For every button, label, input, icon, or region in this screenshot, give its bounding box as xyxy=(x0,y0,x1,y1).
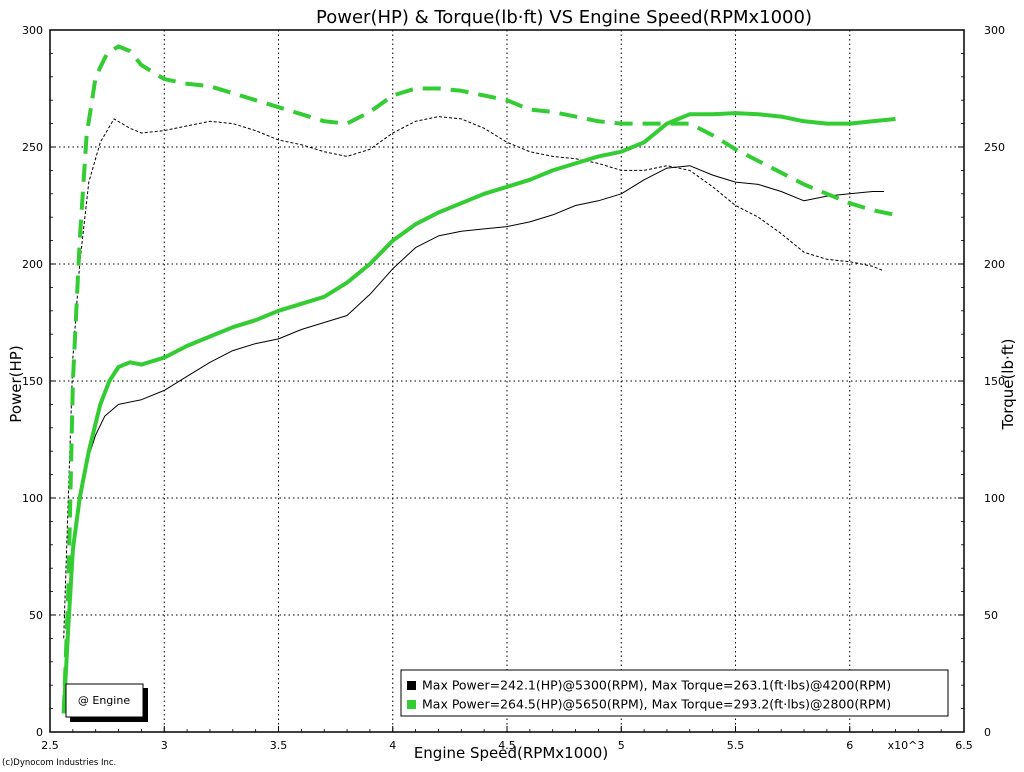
x-tick-label: 5 xyxy=(618,739,625,752)
legend-swatch-0 xyxy=(407,681,416,690)
y-tick-label-right: 200 xyxy=(984,258,1005,271)
series-group xyxy=(61,44,896,714)
y-tick-label-right: 50 xyxy=(984,609,998,622)
legend: Max Power=242.1(HP)@5300(RPM), Max Torqu… xyxy=(400,669,949,717)
x-multiplier-label: x10^3 xyxy=(888,739,925,752)
y-tick-label-right: 100 xyxy=(984,492,1005,505)
watermark: (c)Dynocom Industries Inc. xyxy=(2,758,116,768)
x-tick-label: 6.5 xyxy=(955,739,973,752)
series-line-black-torque xyxy=(63,116,885,639)
series-line-black-power xyxy=(67,165,884,639)
chart-title: Power(HP) & Torque(lb·ft) VS Engine Spee… xyxy=(316,7,812,28)
x-axis-label: Engine Speed(RPMx1000) xyxy=(414,744,608,762)
x-tick-label: 3.5 xyxy=(270,739,288,752)
y-tick-label-right: 0 xyxy=(984,726,991,739)
engine-label-box: @ Engine xyxy=(65,683,148,722)
y-tick-label-left: 150 xyxy=(22,375,43,388)
series-line-green-torque xyxy=(61,44,896,714)
y-axis-right-label: Torque(lb·ft) xyxy=(999,338,1017,430)
x-tick-label: 5.5 xyxy=(727,739,745,752)
legend-box xyxy=(400,669,949,717)
y-axis-left-label: Power(HP) xyxy=(7,345,25,422)
engine-label-text: @ Engine xyxy=(78,694,130,707)
x-tick-label: 4 xyxy=(389,739,396,752)
series-line-green-power xyxy=(61,111,896,714)
x-tick-label: 2.5 xyxy=(41,739,59,752)
y-tick-label-right: 150 xyxy=(984,375,1005,388)
x-tick-label: 6 xyxy=(846,739,853,752)
y-tick-label-left: 100 xyxy=(22,492,43,505)
grid xyxy=(50,30,964,732)
y-tick-label-right: 300 xyxy=(984,24,1005,37)
y-tick-label-left: 250 xyxy=(22,141,43,154)
x-tick-label: 4.5 xyxy=(498,739,516,752)
y-tick-label-left: 300 xyxy=(22,24,43,37)
y-tick-label-right: 250 xyxy=(984,141,1005,154)
y-tick-label-left: 0 xyxy=(36,726,43,739)
y-tick-label-left: 200 xyxy=(22,258,43,271)
y-tick-label-left: 50 xyxy=(29,609,43,622)
ticks: 2.5 3 3.5 4 4.5 5 5.5 6 6.5 0 0 50 50 100 100 150 150 200… xyxy=(22,24,1005,752)
legend-swatch-1 xyxy=(407,700,416,709)
legend-entry-1: Max Power=264.5(HP)@5650(RPM), Max Torqu… xyxy=(422,697,891,712)
x-tick-label: 3 xyxy=(161,739,168,752)
legend-entry-0: Max Power=242.1(HP)@5300(RPM), Max Torqu… xyxy=(422,678,891,693)
